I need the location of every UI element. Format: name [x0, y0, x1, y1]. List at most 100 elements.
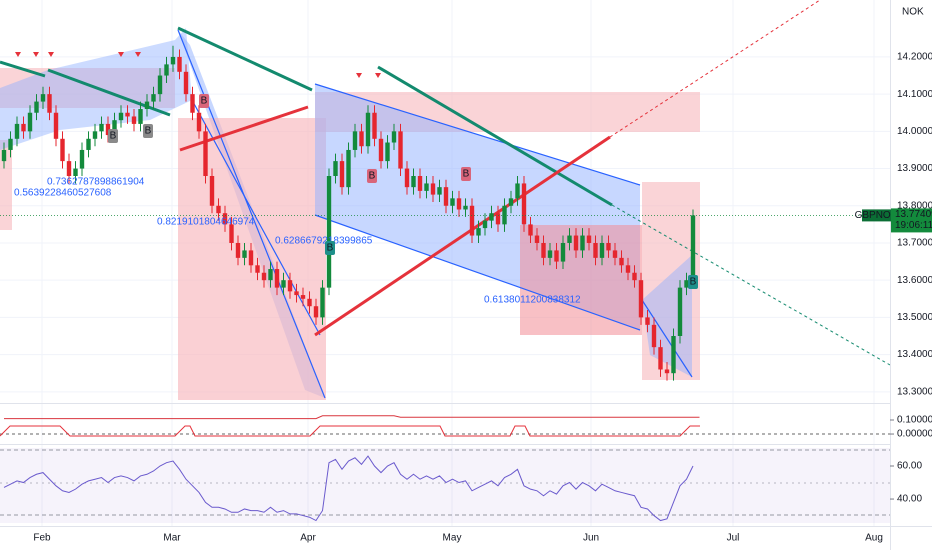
y-tick-label: 13.70000	[897, 238, 932, 249]
pane-tick-label: 60.00	[897, 461, 922, 472]
fib-label: 0.6286679218399865	[275, 236, 373, 247]
candle-body	[651, 324, 657, 348]
candle-body	[645, 317, 650, 325]
signal-badge	[199, 94, 209, 108]
signal-badge	[325, 241, 335, 255]
x-tick-label: Jun	[583, 533, 599, 544]
candle-body	[625, 265, 631, 273]
candle-body	[144, 101, 150, 110]
candle-body	[489, 213, 494, 221]
candle-body	[112, 120, 117, 136]
y-tick-label: 13.80000	[897, 200, 932, 211]
candle-body	[515, 183, 520, 199]
y-tick-label: 13.90000	[897, 163, 932, 174]
candle-body	[131, 116, 137, 124]
candle-body	[170, 56, 176, 65]
symbol-label: GBPNOK	[855, 210, 898, 221]
candle-body	[66, 161, 72, 176]
candle-body	[372, 112, 377, 139]
pane-tick-label: 0.00000	[897, 429, 932, 440]
candle-body	[398, 131, 403, 169]
candle-body	[437, 187, 442, 195]
candle-body	[664, 369, 670, 374]
candle-body	[242, 250, 247, 258]
candle-body	[183, 71, 189, 95]
candle-body	[482, 220, 488, 229]
candle-body	[14, 123, 20, 139]
candle-body	[521, 183, 527, 225]
candle-body	[690, 215, 696, 281]
candle-body	[8, 138, 13, 150]
candle-body	[638, 280, 644, 318]
candle-body	[235, 242, 241, 258]
candle-body	[346, 149, 351, 188]
candle-body	[619, 257, 624, 266]
candle-body	[151, 94, 156, 102]
candle-body	[391, 131, 397, 143]
candle-body	[612, 250, 618, 258]
fib-label: 0.7362787898861904	[47, 177, 145, 188]
candle-body	[424, 183, 429, 191]
candle-body	[294, 291, 299, 296]
candle-body	[268, 269, 273, 281]
candle-body	[118, 112, 124, 121]
price-tag	[891, 208, 932, 233]
candle-body	[281, 280, 286, 288]
signal-label: B	[463, 169, 470, 180]
candle-body	[567, 235, 572, 243]
candle-body	[385, 142, 390, 162]
x-tick-label: Mar	[163, 533, 181, 544]
candle-body	[274, 269, 280, 288]
candle-body	[333, 161, 338, 176]
signal-label: B	[690, 277, 697, 288]
signal-badge	[367, 169, 377, 183]
candle-body	[157, 75, 163, 95]
candle-body	[287, 280, 293, 292]
candle-body	[105, 123, 111, 136]
candle-body	[593, 242, 598, 258]
candle-body	[339, 161, 345, 188]
candle-body	[443, 187, 449, 206]
candle-body	[164, 64, 169, 76]
candle-body	[40, 94, 46, 102]
candle-body	[86, 138, 91, 150]
candle-body	[177, 56, 182, 72]
candle-body	[60, 138, 65, 162]
candle-body	[125, 112, 130, 117]
y-tick-label: 14.20000	[897, 52, 932, 63]
y-tick-label: 13.30000	[897, 386, 932, 397]
y-tick-label: 13.40000	[897, 349, 932, 360]
candle-body	[554, 250, 559, 262]
candle-body	[534, 235, 540, 243]
candle-body	[365, 112, 371, 147]
candle-body	[541, 242, 546, 258]
candle-body	[606, 242, 611, 251]
candle-body	[79, 149, 85, 169]
candle-body	[508, 198, 514, 206]
candle-body	[671, 336, 676, 374]
x-tick-label: Jul	[727, 533, 740, 544]
x-tick-label: Apr	[300, 533, 316, 544]
candle-body	[430, 183, 436, 195]
candle-body	[203, 131, 208, 176]
currency: NOK	[902, 7, 924, 18]
countdown: 19:06:11	[895, 220, 932, 231]
candle-body	[599, 242, 605, 258]
signal-label: B	[145, 126, 152, 137]
candle-body	[495, 213, 501, 225]
candle-body	[573, 235, 579, 251]
candle-body	[456, 198, 462, 210]
indicator-line	[4, 415, 700, 420]
y-tick-label: 13.50000	[897, 312, 932, 323]
y-tick-label: 14.10000	[897, 89, 932, 100]
candle-body	[248, 250, 254, 266]
candle-body	[261, 272, 267, 281]
y-tick-label: 13.60000	[897, 275, 932, 286]
candle-body	[632, 272, 637, 281]
candle-body	[469, 205, 475, 236]
candle-body	[229, 224, 234, 243]
signal-badge	[461, 167, 471, 181]
signal-label: B	[110, 131, 117, 142]
last-price-label: 13.77409	[895, 209, 932, 220]
y-tick-label: 14.00000	[897, 126, 932, 137]
